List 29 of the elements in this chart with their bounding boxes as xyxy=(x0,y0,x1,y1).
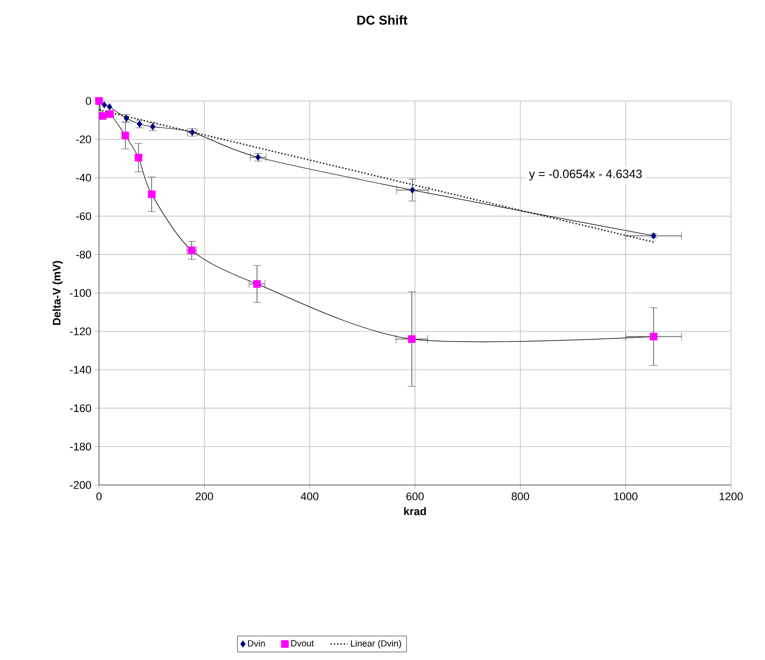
y-axis-title: Delta-V (mV) xyxy=(52,260,63,325)
point xyxy=(106,103,112,110)
point xyxy=(102,101,107,108)
y-tick-label: -160 xyxy=(70,404,92,412)
x-tick-label: 800 xyxy=(512,492,530,500)
y-tick-label: -40 xyxy=(76,174,92,182)
y-tick-label: -200 xyxy=(70,481,92,489)
y-tick-label: -80 xyxy=(76,250,92,258)
y-tick-label: 0 xyxy=(86,97,92,105)
legend-label: Dvin xyxy=(248,640,265,646)
legend-label: Dvout xyxy=(291,640,314,646)
annotation: y = -0.0654x - 4.6343 xyxy=(529,170,642,181)
legend-label: Linear (Dvin) xyxy=(350,640,401,648)
y-tick-label: -100 xyxy=(70,289,92,297)
y-tick-label: -60 xyxy=(76,212,92,220)
x-tick-label: 200 xyxy=(196,492,214,500)
x-tick-label: 400 xyxy=(300,492,318,500)
y-tick-label: -20 xyxy=(76,136,92,144)
x-tick-label: 1000 xyxy=(614,492,638,500)
point xyxy=(98,112,106,120)
chart-title: DC Shift xyxy=(357,15,408,25)
x-tick-label: 1200 xyxy=(720,492,743,500)
y-tick-label: -180 xyxy=(70,442,92,450)
point xyxy=(106,110,114,118)
x-tick-label: 0 xyxy=(96,492,102,500)
x-tick-label: 600 xyxy=(406,492,424,500)
y-tick-label: -140 xyxy=(70,366,92,374)
y-tick-label: -120 xyxy=(70,328,92,336)
x-axis-title: krad xyxy=(404,507,426,516)
